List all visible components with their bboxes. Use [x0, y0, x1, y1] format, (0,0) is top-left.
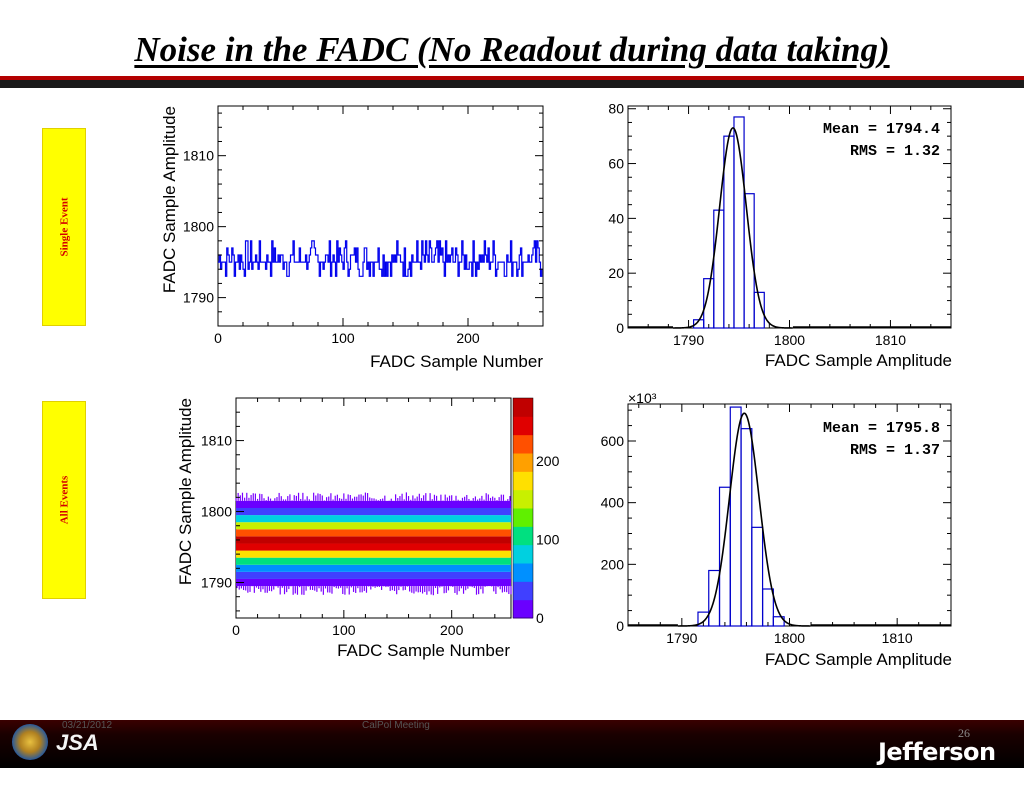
gaussian-fit-curve	[677, 412, 811, 627]
heatmap-row	[236, 500, 511, 508]
plot-frame	[217, 105, 544, 327]
color-scale-swatch	[513, 489, 533, 509]
x-tick-label: 1800	[774, 630, 805, 646]
axes: 1790 1800 1810 0 20 40 60 80	[608, 101, 952, 348]
color-scale-label: 200	[536, 453, 560, 469]
color-scale-swatch	[513, 581, 533, 601]
x-tick-label: 200	[456, 330, 480, 346]
color-scale-label: 100	[536, 531, 560, 547]
jefferson-lab-logo: Jefferson Lab	[878, 738, 996, 794]
single-event-label-text: Single Event	[58, 197, 71, 257]
histogram-bar	[751, 526, 764, 627]
x-tick-label: 1790	[666, 630, 697, 646]
single-event-label: Single Event	[42, 128, 86, 326]
y-tick-label: 20	[608, 265, 624, 281]
color-scale-swatch	[513, 453, 533, 472]
single-event-waveform-chart: 0 100 200 1790 1800 1810 FADC Sample Number F…	[160, 105, 544, 371]
axes: 0 100 200 1790 1800 1810	[183, 106, 544, 346]
single-event-histogram-chart: 1790 1800 1810 0 20 40 60 80 Mean = 1794.4 RMS …	[608, 101, 952, 370]
waveform-trace	[218, 240, 543, 277]
axis-exponent: ×10³	[628, 390, 657, 406]
stats-rms: RMS = 1.37	[850, 442, 940, 459]
heatmap-row	[236, 529, 511, 537]
title-underline-band	[0, 76, 1024, 80]
plot-frame	[627, 403, 952, 627]
footer-date: 03/21/2012	[62, 720, 113, 731]
heatmap-row	[236, 564, 511, 572]
histogram-bar	[753, 291, 765, 329]
color-scale-label: 0	[536, 610, 544, 626]
x-tick-label: 100	[332, 622, 356, 638]
heatmap-row	[236, 515, 511, 523]
y-tick-label: 600	[601, 433, 625, 449]
all-events-heatmap-chart: 0 100 200 0 100 200 1790 1800 1810 FADC Sample …	[176, 397, 560, 660]
x-axis-label: FADC Sample Number	[370, 352, 543, 371]
x-tick-label: 1810	[875, 332, 906, 348]
stats-mean: Mean = 1794.4	[823, 121, 940, 138]
y-tick-label: 1800	[201, 504, 232, 520]
slide-title: Noise in the FADC (No Readout during dat…	[134, 30, 890, 69]
heatmap-row	[236, 543, 511, 551]
all-events-label-text: All Events	[58, 475, 70, 525]
heatmap-row	[236, 571, 511, 579]
color-scale: 0 100 200	[512, 397, 560, 626]
x-axis-label: FADC Sample Amplitude	[765, 650, 952, 669]
color-scale-swatch	[513, 544, 533, 564]
page-number: 26	[958, 726, 970, 740]
gaussian-fit-curve	[673, 127, 793, 329]
footer-meeting: CalPol Meeting	[362, 720, 430, 731]
x-tick-label: 1810	[882, 630, 913, 646]
y-tick-label: 400	[601, 495, 625, 511]
heatmap-row	[236, 550, 511, 558]
color-scale-swatch	[513, 398, 533, 417]
heatmap-row	[236, 508, 511, 516]
color-scale-swatch	[513, 526, 533, 546]
y-axis-label: FADC Sample Amplitude	[160, 106, 179, 293]
color-scale-swatch	[513, 563, 533, 582]
heatmap-row	[236, 536, 511, 544]
all-events-label: All Events	[42, 401, 86, 599]
x-tick-label: 200	[440, 622, 464, 638]
jsa-logo: JSA	[56, 730, 99, 755]
y-tick-label: 1800	[183, 219, 214, 235]
x-tick-label: 1790	[673, 332, 704, 348]
y-tick-label: 1790	[183, 290, 214, 306]
color-scale-swatch	[513, 599, 533, 619]
plot-frame	[627, 105, 952, 329]
color-scale-swatch	[513, 434, 533, 454]
y-tick-label: 200	[601, 556, 625, 572]
axes: 1790 1800 1810 0 200 400 600	[601, 404, 951, 646]
y-tick-label: 1790	[201, 575, 232, 591]
axes: 0 100 200 1790 1800 1810	[201, 397, 496, 638]
color-scale-swatch	[513, 471, 533, 491]
x-tick-label: 1800	[774, 332, 805, 348]
y-tick-label: 60	[608, 156, 624, 172]
stats-mean: Mean = 1795.8	[823, 420, 940, 437]
y-axis-label: FADC Sample Amplitude	[176, 398, 195, 585]
y-tick-label: 80	[608, 101, 624, 117]
color-scale-swatch	[513, 416, 533, 436]
y-tick-label: 1810	[183, 148, 214, 164]
x-axis-label: FADC Sample Amplitude	[765, 351, 952, 370]
doe-seal-icon	[12, 724, 48, 760]
color-scale-frame	[512, 397, 534, 619]
all-events-histogram-chart: 1790 1800 1810 0 200 400 600 ×10³ Mean = 1795.…	[601, 390, 952, 669]
x-axis-label: FADC Sample Number	[337, 641, 510, 660]
color-scale-swatch	[513, 508, 533, 527]
y-tick-label: 0	[616, 320, 624, 336]
y-tick-label: 1810	[201, 433, 232, 449]
y-tick-label: 0	[616, 618, 624, 634]
x-tick-label: 0	[214, 330, 222, 346]
title-divider-band	[0, 80, 1024, 88]
x-tick-label: 0	[232, 622, 240, 638]
y-tick-label: 40	[608, 210, 624, 226]
heatmap-row	[236, 578, 511, 587]
heatmap-row	[236, 557, 511, 565]
heatmap-cells	[235, 492, 512, 596]
slide-footer: 03/21/2012 CalPol Meeting 26 Jefferson L…	[0, 720, 1024, 794]
stats-rms: RMS = 1.32	[850, 143, 940, 160]
heatmap-row	[236, 522, 511, 530]
x-tick-label: 100	[331, 330, 355, 346]
